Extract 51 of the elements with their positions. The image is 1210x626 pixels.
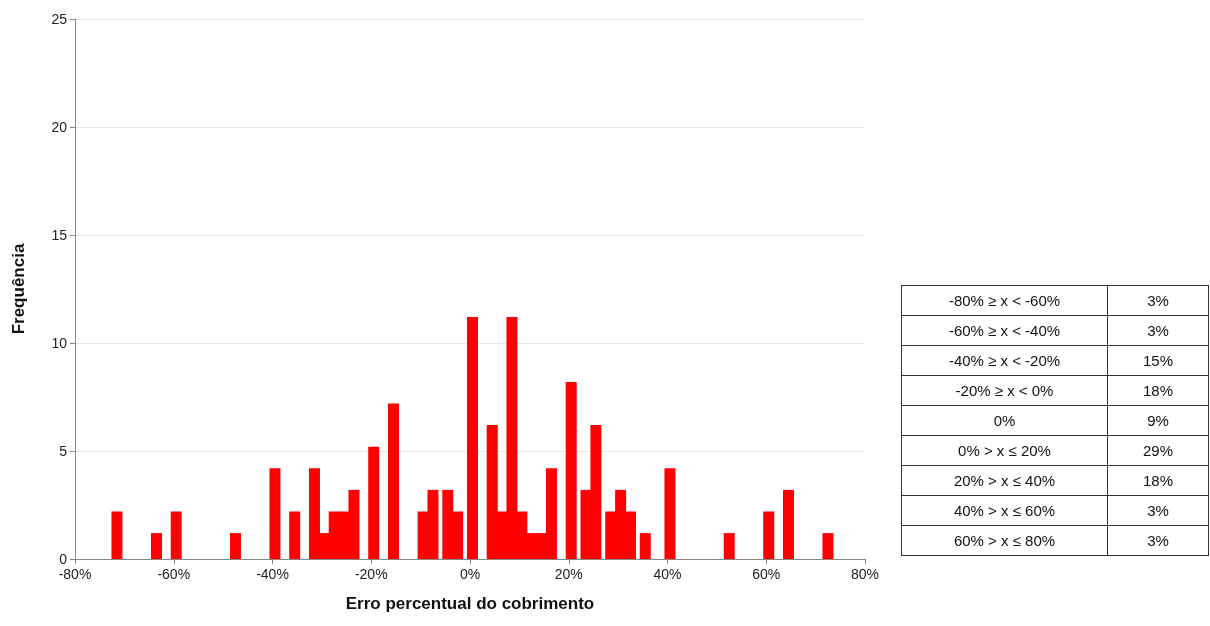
text: 29% [1142, 442, 1174, 459]
bar [150, 533, 162, 559]
bar [763, 511, 775, 559]
text: 18% [1142, 382, 1174, 399]
category-label: 0% > x ≤ 20% [901, 435, 1108, 466]
category-label: -60% ≥ x < -40% [901, 315, 1108, 346]
bar [782, 489, 794, 559]
bar [387, 403, 399, 559]
category-label: -80% ≥ x < -60% [901, 285, 1108, 316]
bar [368, 446, 380, 559]
y-tick-label: 15 [51, 227, 68, 243]
bar [723, 533, 735, 559]
x-tick-label: 0% [459, 566, 481, 582]
y-axis-title: Frequência [9, 243, 28, 335]
category-label: -20% ≥ x < 0% [901, 375, 1108, 406]
bar [664, 468, 676, 559]
bar [289, 511, 301, 559]
x-tick-label: 80% [850, 566, 880, 582]
bar [111, 511, 123, 559]
y-tick-label: 10 [51, 335, 68, 351]
x-tick-label: -20% [354, 566, 388, 582]
text: 3% [1147, 502, 1169, 519]
text: 18% [1142, 472, 1174, 489]
y-tick-label: 5 [59, 443, 68, 459]
bar [229, 533, 241, 559]
category-label: 20% > x ≤ 40% [901, 465, 1108, 496]
y-tick-label: 20 [51, 119, 68, 135]
category-label: 40% > x ≤ 60% [901, 495, 1108, 526]
bar [822, 533, 834, 559]
x-tick-label: -60% [157, 566, 191, 582]
bar [269, 468, 281, 559]
x-axis-title: Erro percentual do cobrimento [345, 594, 595, 613]
text: 3% [1147, 292, 1169, 309]
x-tick-label: -80% [58, 566, 92, 582]
bar [466, 317, 478, 559]
x-tick-label: -40% [256, 566, 289, 582]
bar [565, 381, 577, 559]
bar [639, 533, 651, 559]
category-label: 60% > x ≤ 80% [901, 525, 1108, 556]
text: 3% [1147, 322, 1169, 339]
x-tick-label: 60% [752, 566, 781, 582]
x-tick-label: 20% [554, 566, 583, 582]
y-tick-label: 0 [59, 551, 68, 567]
bar [170, 511, 182, 559]
category-label: 0% [901, 405, 1108, 436]
text: 15% [1142, 352, 1174, 369]
x-tick-label: 40% [653, 566, 682, 582]
text: 3% [1147, 532, 1169, 549]
text: 9% [1147, 412, 1169, 429]
y-tick-label: 25 [51, 11, 68, 27]
category-label: -40% ≥ x < -20% [901, 345, 1108, 376]
